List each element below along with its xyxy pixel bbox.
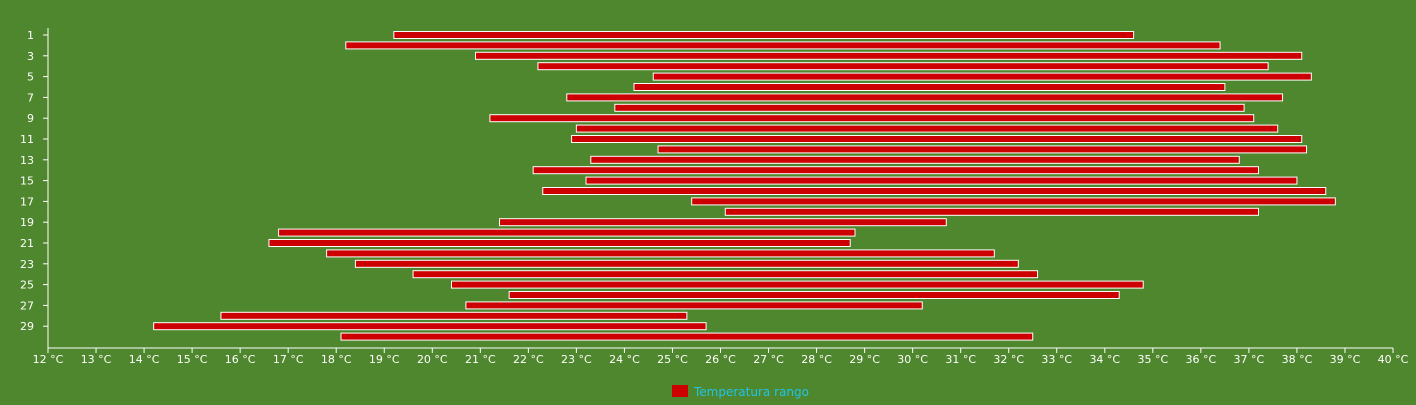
legend[interactable]: Temperatura rango bbox=[672, 385, 809, 399]
x-tick-label: 18 °C bbox=[321, 353, 352, 366]
range-bar-20[interactable] bbox=[278, 228, 856, 237]
x-tick-label: 20 °C bbox=[417, 353, 448, 366]
x-tick-label: 26 °C bbox=[705, 353, 736, 366]
y-tick-label: 25 bbox=[20, 279, 34, 292]
x-tick-label: 35 °C bbox=[1137, 353, 1168, 366]
range-bar-26[interactable] bbox=[508, 291, 1120, 299]
range-bar-7[interactable] bbox=[566, 93, 1284, 102]
x-tick-label: 14 °C bbox=[129, 353, 160, 366]
y-tick-label: 7 bbox=[27, 91, 34, 104]
range-bar-15[interactable] bbox=[585, 176, 1298, 185]
y-tick-label: 9 bbox=[27, 112, 34, 125]
x-tick-label: 37 °C bbox=[1234, 353, 1265, 366]
x-tick-label: 38 °C bbox=[1282, 353, 1313, 366]
range-bar-18[interactable] bbox=[724, 207, 1259, 216]
range-bar-21[interactable] bbox=[268, 239, 851, 247]
range-bar-23[interactable] bbox=[354, 259, 1019, 268]
x-tick-label: 30 °C bbox=[897, 353, 928, 366]
x-tick-label: 32 °C bbox=[993, 353, 1024, 366]
range-bar-25[interactable] bbox=[451, 280, 1144, 289]
x-tick-label: 13 °C bbox=[81, 353, 112, 366]
x-axis-ticks: 12 °C 13 °C 14 °C 15 °C 16 °C 17 °C 18 °C 19 °C… bbox=[33, 348, 1409, 366]
x-tick-label: 19 °C bbox=[369, 353, 400, 366]
x-tick-label: 33 °C bbox=[1041, 353, 1072, 366]
range-bar-22[interactable] bbox=[326, 249, 995, 258]
range-bar-17[interactable] bbox=[691, 197, 1336, 206]
x-tick-label: 40 °C bbox=[1378, 353, 1409, 366]
range-bar-9[interactable] bbox=[489, 114, 1255, 123]
x-tick-label: 31 °C bbox=[945, 353, 976, 366]
range-bar-30[interactable] bbox=[340, 332, 1034, 341]
x-tick-label: 25 °C bbox=[657, 353, 688, 366]
legend-label: Temperatura rango bbox=[693, 385, 809, 399]
range-bar-11[interactable] bbox=[571, 135, 1303, 143]
range-bar-2[interactable] bbox=[345, 41, 1221, 50]
x-tick-label: 39 °C bbox=[1330, 353, 1361, 366]
y-tick-label: 1 bbox=[27, 29, 34, 42]
y-tick-label: 15 bbox=[20, 175, 34, 188]
x-tick-label: 15 °C bbox=[177, 353, 208, 366]
range-bar-27[interactable] bbox=[465, 301, 923, 310]
range-bar-24[interactable] bbox=[412, 270, 1039, 279]
range-bar-3[interactable] bbox=[475, 51, 1303, 60]
y-tick-label: 13 bbox=[20, 154, 34, 167]
x-tick-label: 28 °C bbox=[801, 353, 832, 366]
range-bar-13[interactable] bbox=[590, 155, 1240, 164]
y-tick-label: 17 bbox=[20, 195, 34, 208]
x-tick-label: 21 °C bbox=[465, 353, 496, 366]
y-tick-label: 11 bbox=[20, 133, 34, 146]
range-bar-10[interactable] bbox=[575, 124, 1279, 133]
y-tick-label: 27 bbox=[20, 299, 34, 312]
y-tick-label: 23 bbox=[20, 258, 34, 271]
range-bar-19[interactable] bbox=[499, 218, 947, 227]
range-bar-12[interactable] bbox=[657, 145, 1308, 154]
x-tick-label: 17 °C bbox=[273, 353, 304, 366]
range-bar-8[interactable] bbox=[614, 103, 1245, 112]
x-tick-label: 29 °C bbox=[849, 353, 880, 366]
range-bar-1[interactable] bbox=[393, 31, 1135, 39]
range-bar-14[interactable] bbox=[532, 166, 1259, 175]
x-tick-label: 22 °C bbox=[513, 353, 544, 366]
x-tick-label: 23 °C bbox=[561, 353, 592, 366]
range-bar-29[interactable] bbox=[153, 322, 707, 331]
x-tick-label: 16 °C bbox=[225, 353, 256, 366]
range-bar-16[interactable] bbox=[542, 187, 1327, 195]
range-bar-4[interactable] bbox=[537, 62, 1269, 71]
legend-swatch bbox=[672, 385, 688, 397]
x-tick-label: 34 °C bbox=[1089, 353, 1120, 366]
y-tick-label: 29 bbox=[20, 320, 34, 333]
y-tick-label: 5 bbox=[27, 71, 34, 84]
range-bar-5[interactable] bbox=[652, 72, 1312, 81]
x-tick-label: 12 °C bbox=[33, 353, 64, 366]
x-tick-label: 36 °C bbox=[1186, 353, 1217, 366]
x-tick-label: 27 °C bbox=[753, 353, 784, 366]
range-bar-28[interactable] bbox=[220, 311, 688, 320]
y-tick-label: 3 bbox=[27, 50, 34, 63]
bars-layer bbox=[153, 31, 1336, 341]
y-tick-label: 21 bbox=[20, 237, 34, 250]
range-bar-6[interactable] bbox=[633, 83, 1226, 91]
x-tick-label: 24 °C bbox=[609, 353, 640, 366]
y-tick-label: 19 bbox=[20, 216, 34, 229]
